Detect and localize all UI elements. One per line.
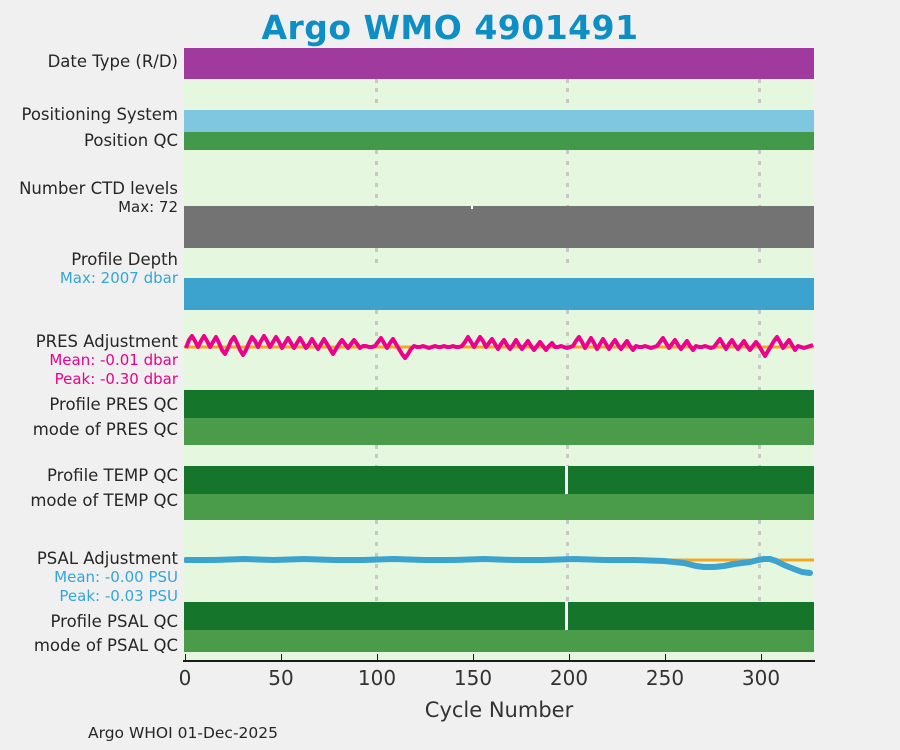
psal-qc-gap [565,602,568,630]
row-label-positioning-system: Positioning System [21,105,178,124]
label-max-depth: Max: 2007 dbar [59,269,178,287]
label-text: mode of TEMP QC [30,491,178,510]
label-text: Position QC [84,131,178,150]
x-tick-50 [281,654,282,661]
label-pres-mean: Mean: -0.01 dbar [49,351,178,369]
gridline-3 [758,248,761,264]
footer-credit: Argo WHOI 01-Dec-2025 [88,724,278,742]
panel-psal-adjustment [184,520,814,602]
label-pres-peak: Peak: -0.30 dbar [54,370,178,388]
x-tick-300 [761,654,762,661]
psal-adjustment-series [184,556,814,576]
gridline-3 [758,454,761,466]
gridline-1 [375,79,378,88]
number-ctd-levels-bar [184,206,814,226]
x-tick-label-0: 0 [178,666,192,690]
panel-temp-qc [184,454,814,528]
gridline-1 [375,454,378,466]
gridline-2 [566,248,569,264]
row-label-profile-depth: Profile Depth Max: 2007 dbar [60,250,178,288]
row-label-date-type: Date Type (R/D) [48,52,178,71]
x-tick-label-200: 200 [549,666,589,690]
label-max-ctd: Max: 72 [118,198,178,216]
label-text: Date Type (R/D) [47,52,178,71]
panel-pres-adjustment [184,310,814,390]
positioning-system-bar [184,110,814,132]
mode-of-pres-qc-bar [184,418,814,445]
x-tick-200 [569,654,570,661]
ctd-bar-continuation [184,226,814,248]
gridline-2 [566,88,569,110]
label-psal-mean: Mean: -0.00 PSU [54,568,178,586]
gridline-2 [566,454,569,466]
gridline-2 [566,310,569,390]
profile-psal-qc-bar [184,602,814,630]
label-text: Profile TEMP QC [47,466,178,485]
pres-adjustment-series [184,334,814,360]
row-label-profile-temp-qc: Profile TEMP QC [47,466,178,485]
mode-of-temp-qc-bar [184,494,814,521]
x-tick-label-100: 100 [357,666,397,690]
label-text: mode of PSAL QC [33,636,178,655]
panel-date-type [184,48,814,88]
gridline-1 [375,310,378,390]
x-axis-line [183,660,815,662]
x-tick-0 [185,654,186,661]
gridline-3 [758,150,761,206]
label-text: PSAL Adjustment [36,549,178,568]
x-tick-label-50: 50 [268,666,294,690]
x-tick-100 [377,654,378,661]
panel-pres-qc [184,390,814,454]
row-label-profile-psal-qc: Profile PSAL QC [50,612,178,631]
label-text: Profile PSAL QC [50,612,178,631]
date-type-bar [184,48,814,79]
label-psal-peak: Peak: -0.03 PSU [59,587,178,605]
row-label-psal-adjustment: PSAL Adjustment Mean: -0.00 PSU Peak: -0… [37,549,178,606]
gridline-1 [375,445,378,454]
gridline-2 [566,150,569,206]
position-qc-bar [184,132,814,150]
row-label-position-qc: Position QC [84,131,178,150]
row-label-pres-adjustment: PRES Adjustment Mean: -0.01 dbar Peak: -… [36,332,178,389]
gridline-2 [566,445,569,454]
x-tick-label-300: 300 [741,666,781,690]
label-text: PRES Adjustment [35,332,178,351]
row-label-profile-pres-qc: Profile PRES QC [49,395,178,414]
gridline-2 [566,79,569,88]
x-tick-label-150: 150 [453,666,493,690]
panel-psal-qc [184,602,814,660]
plot-stack [184,48,814,660]
profile-temp-qc-bar [184,466,814,494]
gridline-3 [758,445,761,454]
label-text: mode of PRES QC [32,420,178,439]
label-text: Profile PRES QC [49,395,178,414]
ctd-notch [471,206,473,209]
profile-pres-qc-bar [184,390,814,418]
x-tick-150 [473,654,474,661]
row-label-mode-of-psal-qc: mode of PSAL QC [34,636,178,655]
x-tick-label-250: 250 [645,666,685,690]
row-label-number-ctd-levels: Number CTD levels Max: 72 [19,179,178,217]
page-title: Argo WMO 4901491 [261,8,639,47]
gridline-3 [758,79,761,88]
temp-qc-gap [565,466,568,494]
gridline-3 [758,88,761,110]
label-text: Positioning System [21,105,178,124]
row-label-mode-of-temp-qc: mode of TEMP QC [30,491,178,510]
x-axis-title: Cycle Number [424,698,574,722]
gridline-1 [375,150,378,206]
label-text: Profile Depth [71,250,178,269]
mode-of-psal-qc-bar [184,630,814,652]
gridline-1 [375,248,378,264]
label-text: Number CTD levels [19,179,178,198]
panel-positioning-system [184,88,814,150]
x-tick-250 [665,654,666,661]
panel-number-ctd-levels [184,150,814,226]
row-label-mode-of-pres-qc: mode of PRES QC [33,420,178,439]
gridline-1 [375,88,378,110]
